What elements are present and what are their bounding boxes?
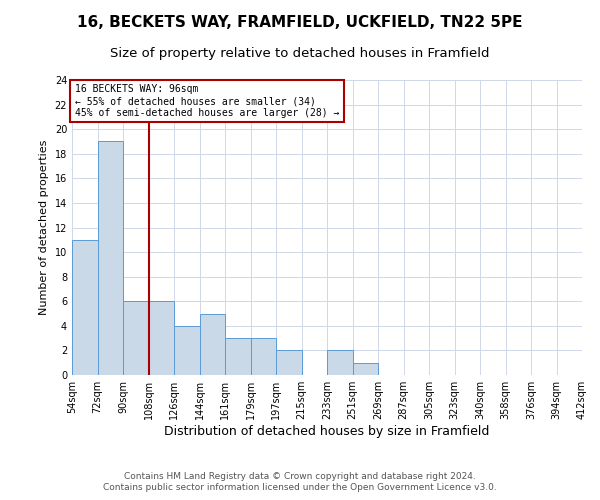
Bar bbox=[353, 362, 378, 375]
Y-axis label: Number of detached properties: Number of detached properties bbox=[39, 140, 49, 315]
Bar bbox=[72, 240, 97, 375]
Bar bbox=[199, 314, 225, 375]
Bar bbox=[123, 301, 149, 375]
Text: Size of property relative to detached houses in Framfield: Size of property relative to detached ho… bbox=[110, 48, 490, 60]
Bar bbox=[174, 326, 199, 375]
Bar bbox=[251, 338, 276, 375]
Text: Contains HM Land Registry data © Crown copyright and database right 2024.: Contains HM Land Registry data © Crown c… bbox=[124, 472, 476, 481]
Text: 16 BECKETS WAY: 96sqm
← 55% of detached houses are smaller (34)
45% of semi-deta: 16 BECKETS WAY: 96sqm ← 55% of detached … bbox=[74, 84, 339, 117]
Bar bbox=[149, 301, 174, 375]
Bar bbox=[225, 338, 251, 375]
Bar bbox=[97, 142, 123, 375]
Text: 16, BECKETS WAY, FRAMFIELD, UCKFIELD, TN22 5PE: 16, BECKETS WAY, FRAMFIELD, UCKFIELD, TN… bbox=[77, 15, 523, 30]
Text: Contains public sector information licensed under the Open Government Licence v3: Contains public sector information licen… bbox=[103, 484, 497, 492]
X-axis label: Distribution of detached houses by size in Framfield: Distribution of detached houses by size … bbox=[164, 425, 490, 438]
Bar bbox=[276, 350, 302, 375]
Bar bbox=[327, 350, 353, 375]
